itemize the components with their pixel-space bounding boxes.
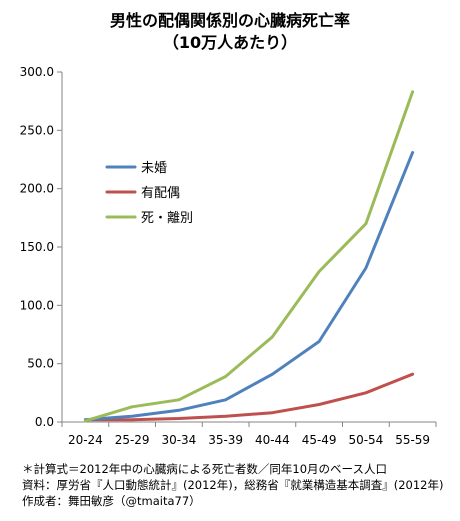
note-formula: ＊計算式＝2012年中の心臓病による死亡者数／同年10月のベース人口 xyxy=(22,462,387,476)
y-tick-label: 150.0 xyxy=(20,240,54,254)
y-tick-label: 0.0 xyxy=(35,415,54,429)
series-line-2 xyxy=(83,372,415,422)
x-tick-label: 20-24 xyxy=(68,433,103,447)
legend-label-1: 未婚 xyxy=(141,161,167,176)
chart-title-line-1: 男性の配偶関係別の心臓病死亡率 xyxy=(109,11,350,30)
chart-notes: ＊計算式＝2012年中の心臓病による死亡者数／同年10月のベース人口 資料：厚労… xyxy=(22,461,452,509)
x-tick-label: 35-39 xyxy=(208,433,243,447)
y-tick-label: 50.0 xyxy=(27,357,54,371)
series-line-3 xyxy=(83,90,415,423)
y-tick-label: 300.0 xyxy=(20,65,54,79)
note-source: 資料：厚労省『人口動態統計』(2012年)，総務省『就業構造基本調査』(2012… xyxy=(22,478,444,492)
x-tick-label: 25-29 xyxy=(115,433,150,447)
legend-label-3: 死・離別 xyxy=(141,211,193,226)
line-chart: 0.0 50.0 100.0 150.0 200.0 250.0 300.0 20-24 25-… xyxy=(20,65,437,447)
y-tick-label: 100.0 xyxy=(20,298,54,312)
x-tick-label: 50-54 xyxy=(348,433,383,447)
note-author: 作成者：舞田敏彦（@tmaita77） xyxy=(22,494,201,508)
x-tick-label: 30-34 xyxy=(161,433,196,447)
x-tick-label: 40-44 xyxy=(255,433,290,447)
y-tick-label: 250.0 xyxy=(20,123,54,137)
x-tick-label: 55-59 xyxy=(395,433,430,447)
chart-title: 男性の配偶関係別の心臓病死亡率 （10万人あたり） xyxy=(0,10,460,54)
x-tick-label: 45-49 xyxy=(302,433,337,447)
y-tick-label: 200.0 xyxy=(20,182,54,196)
legend-label-2: 有配偶 xyxy=(141,186,180,201)
series-line-1 xyxy=(83,151,415,422)
chart-title-line-2: （10万人あたり） xyxy=(162,33,298,52)
